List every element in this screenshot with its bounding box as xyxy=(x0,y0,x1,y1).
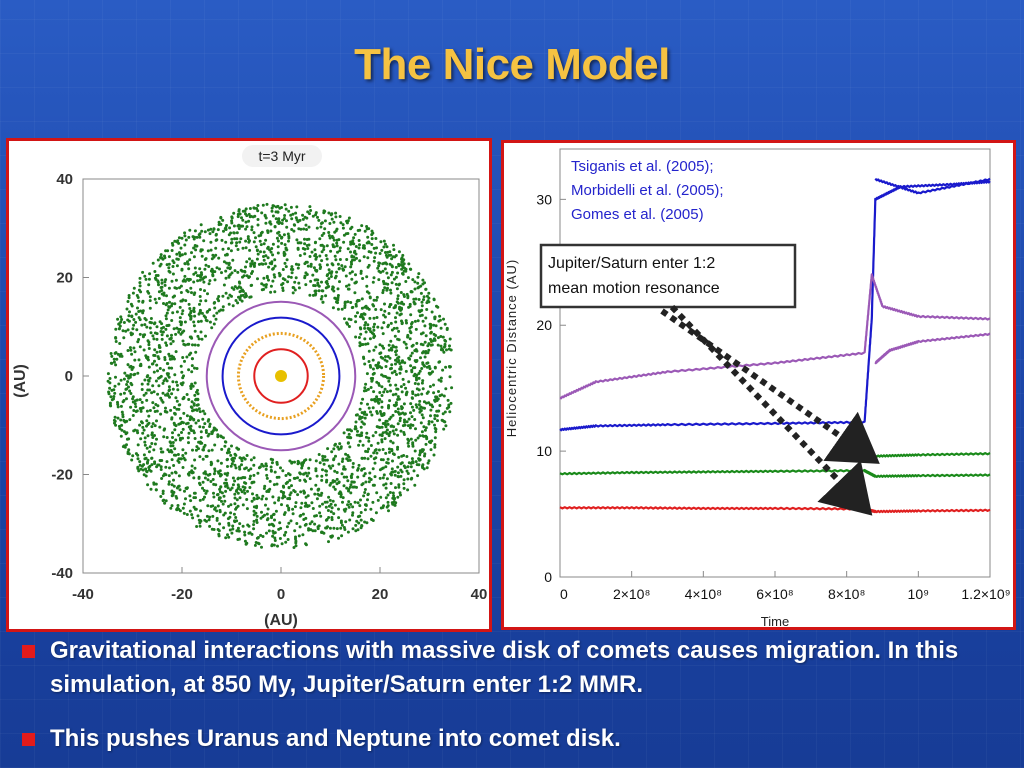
y-tick-label: -20 xyxy=(51,467,73,484)
y-axis-label: Heliocentric Distance (AU) xyxy=(504,259,519,437)
planet-orbit xyxy=(236,331,326,421)
chart-series xyxy=(559,177,991,514)
time-label: t=3 Myr xyxy=(258,148,305,164)
y-tick-label: 40 xyxy=(56,171,73,188)
citation-line-1: Tsiganis et al. (2005); xyxy=(571,158,714,175)
citation-line-3: Gomes et al. (2005) xyxy=(571,206,704,223)
x-tick-label: 8×10⁸ xyxy=(828,586,866,602)
series-line xyxy=(874,332,991,365)
x-tick-label: 0 xyxy=(560,586,568,602)
x-tick-label: 2×10⁸ xyxy=(613,586,651,602)
time-label-bg xyxy=(242,145,322,167)
axis-ticks: -40 -20 0 20 40 40 20 0 -20 -40 xyxy=(51,171,487,603)
bullet-text: This pushes Uranus and Neptune into come… xyxy=(50,725,621,752)
x-tick-label: 0 xyxy=(277,586,285,603)
y-tick-label: 0 xyxy=(65,368,73,385)
y-tick-label: 10 xyxy=(536,443,552,459)
x-axis-label: (AU) xyxy=(264,612,298,629)
x-tick-label: 40 xyxy=(471,586,488,603)
x-tick-label: 10⁹ xyxy=(908,586,930,602)
x-axis-label: Time xyxy=(761,614,789,627)
annotation-line-1: Jupiter/Saturn enter 1:2 xyxy=(548,255,715,272)
planet-orbit xyxy=(205,300,357,452)
series-line xyxy=(559,180,991,432)
distance-chart-panel: 0 10 20 30 0 2×10⁸ 4×10⁸ 6×10⁸ 8×10⁸ 10⁹ 1.2×10⁹ H… xyxy=(501,140,1016,630)
bullet-square-icon xyxy=(22,733,35,746)
slide-title: The Nice Model xyxy=(354,40,670,89)
annotation-line-2: mean motion resonance xyxy=(548,280,720,297)
orbit-plot-panel: t=3 Myr -40 -20 0 20 40 40 20 0 -20 -40 (AU) (AU) xyxy=(6,138,492,632)
x-tick-label: -20 xyxy=(171,586,193,603)
y-tick-label: 0 xyxy=(544,569,552,585)
citation: Tsiganis et al. (2005); Morbidelli et al… xyxy=(571,158,724,223)
series-line xyxy=(874,452,991,458)
chart-axis-ticks: 0 10 20 30 0 2×10⁸ 4×10⁸ 6×10⁸ 8×10⁸ 10⁹ 1.2×10⁹ xyxy=(536,191,1010,602)
y-tick-label: -40 xyxy=(51,565,73,582)
series-line xyxy=(559,506,991,514)
x-tick-label: -40 xyxy=(72,586,94,603)
orbit-plot: t=3 Myr -40 -20 0 20 40 40 20 0 -20 -40 (AU) (AU) xyxy=(12,145,487,629)
planet-orbit xyxy=(221,316,341,436)
x-tick-label: 6×10⁸ xyxy=(756,586,794,602)
series-line xyxy=(874,177,991,195)
citation-line-2: Morbidelli et al. (2005); xyxy=(571,182,724,199)
bullet-list: Gravitational interactions with massive … xyxy=(18,634,1018,756)
bullet-item: Gravitational interactions with massive … xyxy=(18,634,1018,702)
bullet-square-icon xyxy=(22,645,35,658)
distance-chart: 0 10 20 30 0 2×10⁸ 4×10⁸ 6×10⁸ 8×10⁸ 10⁹ 1.2×10⁹ H… xyxy=(504,148,1011,627)
bullet-text: Gravitational interactions with massive … xyxy=(50,637,959,698)
annotation-arrow-saturn xyxy=(660,308,880,464)
bullet-item: This pushes Uranus and Neptune into come… xyxy=(18,722,1018,756)
y-axis-label: (AU) xyxy=(12,364,29,398)
series-line xyxy=(559,273,991,400)
series-line xyxy=(559,468,991,478)
annotation-arrow-jupiter xyxy=(669,304,873,516)
x-tick-label: 1.2×10⁹ xyxy=(961,586,1010,602)
comet-disk xyxy=(106,202,454,549)
y-tick-label: 20 xyxy=(56,270,73,287)
y-tick-label: 20 xyxy=(536,317,552,333)
annotation-box xyxy=(539,243,797,309)
y-tick-label: 30 xyxy=(536,191,552,207)
sun-icon xyxy=(275,370,287,382)
x-tick-label: 20 xyxy=(372,586,389,603)
planet-orbit xyxy=(253,348,309,404)
x-tick-label: 4×10⁸ xyxy=(685,586,723,602)
